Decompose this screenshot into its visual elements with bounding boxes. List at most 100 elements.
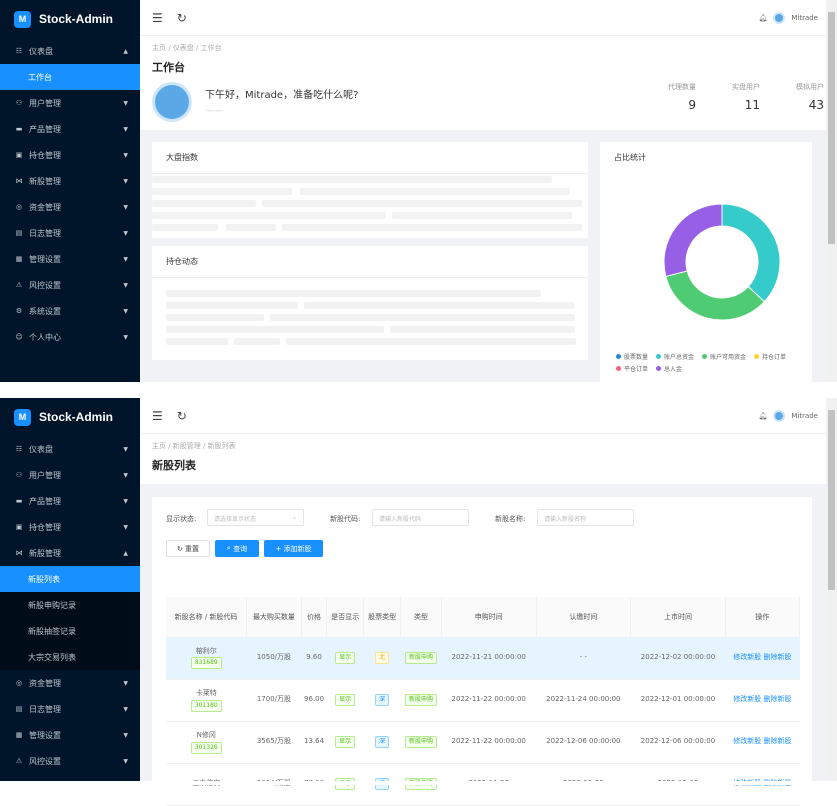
show-tag: 显示	[335, 694, 356, 706]
legend-item[interactable]: 总入金	[656, 364, 682, 373]
sidebar-item[interactable]: ▦ 管理设置 ▼	[15, 254, 128, 264]
menu-fold-icon[interactable]: ☰	[152, 10, 163, 25]
scrollbar[interactable]	[826, 0, 837, 382]
sidebar-item[interactable]: 大宗交易列表	[0, 644, 140, 670]
sidebar-item[interactable]: ☷ 仪表盘 ▲	[15, 46, 128, 56]
sidebar-item[interactable]: ▣ 持仓管理 ▼	[15, 522, 128, 532]
chevron-down-icon: ▼	[123, 445, 128, 453]
stock-type-tag: 深	[375, 694, 390, 706]
add-ipo-button[interactable]: + 添加新股	[264, 540, 323, 557]
product-icon: ▬	[15, 497, 23, 505]
sidebar-item[interactable]: ▬ 产品管理 ▼	[15, 496, 128, 506]
edit-link[interactable]: 修改新股	[733, 653, 762, 662]
page-header: 主页 / 仪表盘 / 工作台 工作台 下午好，Mitrade，准备吃什么呢? —…	[140, 36, 826, 130]
logo: M Stock-Admin	[0, 0, 140, 38]
sidebar-item[interactable]: ▬ 产品管理 ▼	[15, 124, 128, 134]
legend-item[interactable]: 平仓订单	[616, 364, 648, 373]
sidebar-item[interactable]: ⚠ 风控设置 ▼	[15, 280, 128, 290]
avatar[interactable]	[773, 11, 786, 24]
edit-link[interactable]: 修改新股	[733, 695, 762, 704]
warning-icon: ⚠	[15, 281, 23, 289]
sidebar-item[interactable]: ◎ 资金管理 ▼	[15, 202, 128, 212]
delete-link[interactable]: 删除新股	[763, 695, 792, 704]
sidebar-item[interactable]: 工作台	[0, 64, 140, 90]
sidebar-item[interactable]: 新股抽签记录	[0, 618, 140, 644]
sidebar-item[interactable]: ☷ 仪表盘 ▼	[15, 444, 128, 454]
column-header: 操作	[725, 597, 801, 637]
delete-link[interactable]: 删除新股	[763, 737, 792, 746]
sidebar-item[interactable]: ◎ 资金管理 ▼	[15, 678, 128, 688]
logo-icon: M	[14, 408, 31, 426]
plus-icon: +	[275, 544, 284, 553]
sidebar-item[interactable]: ⚇ 用户管理 ▼	[15, 98, 128, 108]
column-header: 新股名称 / 新股代码	[166, 597, 248, 637]
chevron-down-icon: ▼	[123, 333, 128, 341]
column-header: 申购时间	[441, 597, 537, 637]
username[interactable]: Mitrade	[791, 411, 818, 420]
reset-button[interactable]: ↻ 重置	[166, 540, 210, 557]
legend-item[interactable]: 股票数量	[616, 352, 648, 361]
column-header: 股票类型	[363, 597, 402, 637]
sidebar-item[interactable]: ⚙ 系统设置 ▼	[15, 306, 128, 316]
log-icon: ▤	[15, 705, 23, 713]
donut-slice[interactable]	[721, 203, 781, 303]
sidebar-item[interactable]: 新股列表	[0, 566, 140, 592]
sidebar-item[interactable]: ⚇ 用户管理 ▼	[15, 470, 128, 480]
sidebar-item[interactable]: ⚠ 风控设置 ▼	[15, 756, 128, 766]
chevron-down-icon: ▼	[123, 523, 128, 531]
stock-type-tag: 深	[375, 736, 390, 748]
column-header: 价格	[301, 597, 328, 637]
product-icon: ▬	[15, 125, 23, 133]
legend-item[interactable]: 持仓订单	[754, 352, 786, 361]
edit-link[interactable]: 修改新股	[733, 737, 762, 746]
status-select[interactable]: 请选择显示状态 ⌄	[207, 509, 304, 526]
code-tag: 301326	[190, 741, 222, 754]
donut-chart	[663, 203, 781, 321]
name-input[interactable]: 请输入新股名称	[537, 509, 634, 526]
ipo-icon: ⋈	[15, 177, 23, 185]
donut-slice[interactable]	[663, 203, 723, 278]
bell-icon[interactable]: 🔔︎	[758, 411, 768, 420]
table-row: N修冈 301326 3565/万股 13.64 显示 深 新股申购 2022-11…	[166, 721, 800, 764]
column-header: 类型	[400, 597, 442, 637]
page-title: 工作台	[152, 61, 185, 74]
sidebar-item[interactable]: ▤ 日志管理 ▼	[15, 228, 128, 238]
scrollbar[interactable]	[826, 398, 837, 785]
legend-item[interactable]: 账户可用资金	[702, 352, 746, 361]
dashboard-icon: ☷	[15, 47, 23, 55]
show-tag: 显示	[335, 736, 356, 748]
type-tag: 新股申购	[404, 736, 437, 748]
chart-legend: 股票数量 账户总资金 账户可用资金 持仓订单平仓订单 总入金	[616, 352, 816, 373]
gear-icon: ⚙	[15, 307, 23, 315]
legend-item[interactable]: 账户总资金	[656, 352, 694, 361]
topbar: ☰ ↻ 🔔︎ Mitrade	[140, 398, 826, 434]
username[interactable]: Mitrade	[791, 13, 818, 22]
column-header: 最大购买数量	[246, 597, 302, 637]
chevron-down-icon: ▼	[123, 151, 128, 159]
topbar: ☰ ↻ 🔔︎ Mitrade	[140, 0, 826, 36]
page-title: 新股列表	[152, 459, 196, 472]
chevron-down-icon: ▼	[123, 229, 128, 237]
delete-link[interactable]: 删除新股	[763, 653, 792, 662]
menu-fold-icon[interactable]: ☰	[152, 408, 163, 423]
donut-slice[interactable]	[665, 270, 765, 321]
chevron-up-icon: ▲	[123, 47, 128, 55]
code-input[interactable]: 请输入新股代码	[372, 509, 469, 526]
log-icon: ▤	[15, 229, 23, 237]
column-header: 认缴时间	[536, 597, 632, 637]
refresh-icon[interactable]: ↻	[176, 408, 187, 423]
sidebar-item[interactable]: ⋈ 新股管理 ▼	[15, 176, 129, 186]
sidebar-item[interactable]: 新股申购记录	[0, 592, 140, 618]
sidebar-item[interactable]: ☺ 个人中心 ▼	[15, 332, 128, 342]
avatar[interactable]	[773, 409, 786, 422]
sidebar-item[interactable]: ▦ 管理设置 ▼	[15, 730, 128, 740]
search-button[interactable]: ⌕ 查询	[215, 540, 259, 557]
refresh-icon[interactable]: ↻	[176, 10, 187, 25]
sidebar-item[interactable]: ⋈ 新股管理 ▲	[15, 548, 129, 558]
stock-type-tag: 北	[375, 651, 390, 664]
sidebar-item[interactable]: ▤ 日志管理 ▼	[15, 704, 128, 714]
code-tag: 301180	[190, 699, 222, 712]
sidebar-item[interactable]: ▣ 持仓管理 ▼	[15, 150, 128, 160]
bell-icon[interactable]: 🔔︎	[758, 13, 768, 22]
column-header: 上市时间	[630, 597, 726, 637]
